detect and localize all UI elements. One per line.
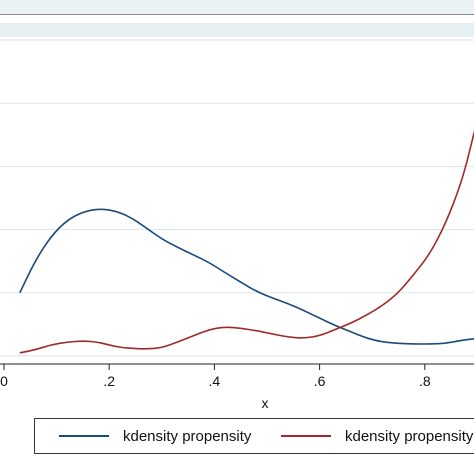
legend-label-1: kdensity propensity bbox=[123, 427, 252, 445]
legend-item-1: kdensity propensity bbox=[59, 419, 251, 453]
x-tick-label: .6 bbox=[314, 373, 326, 389]
x-tick-label: .8 bbox=[419, 373, 431, 389]
legend-label-2: kdensity propensity bbox=[345, 427, 474, 445]
legend-swatch-2 bbox=[281, 435, 331, 437]
x-tick-label: .4 bbox=[209, 373, 221, 389]
legend-swatch-1 bbox=[59, 435, 109, 437]
x-axis-ticks: 0 .2 .4 .6 .8 bbox=[0, 364, 431, 389]
grid-lines bbox=[0, 39, 474, 365]
series-line-2 bbox=[19, 130, 474, 354]
x-axis-label: x bbox=[262, 395, 269, 411]
plot-region-band bbox=[0, 23, 474, 37]
series-lines bbox=[19, 130, 474, 354]
top-frame-strip bbox=[0, 0, 474, 15]
x-tick-label: .2 bbox=[103, 373, 115, 389]
legend-item-2: kdensity propensity bbox=[281, 419, 473, 453]
x-tick-label: 0 bbox=[0, 373, 8, 389]
series-line-1 bbox=[19, 208, 474, 345]
legend: kdensity propensity kdensity propensity bbox=[34, 418, 474, 454]
